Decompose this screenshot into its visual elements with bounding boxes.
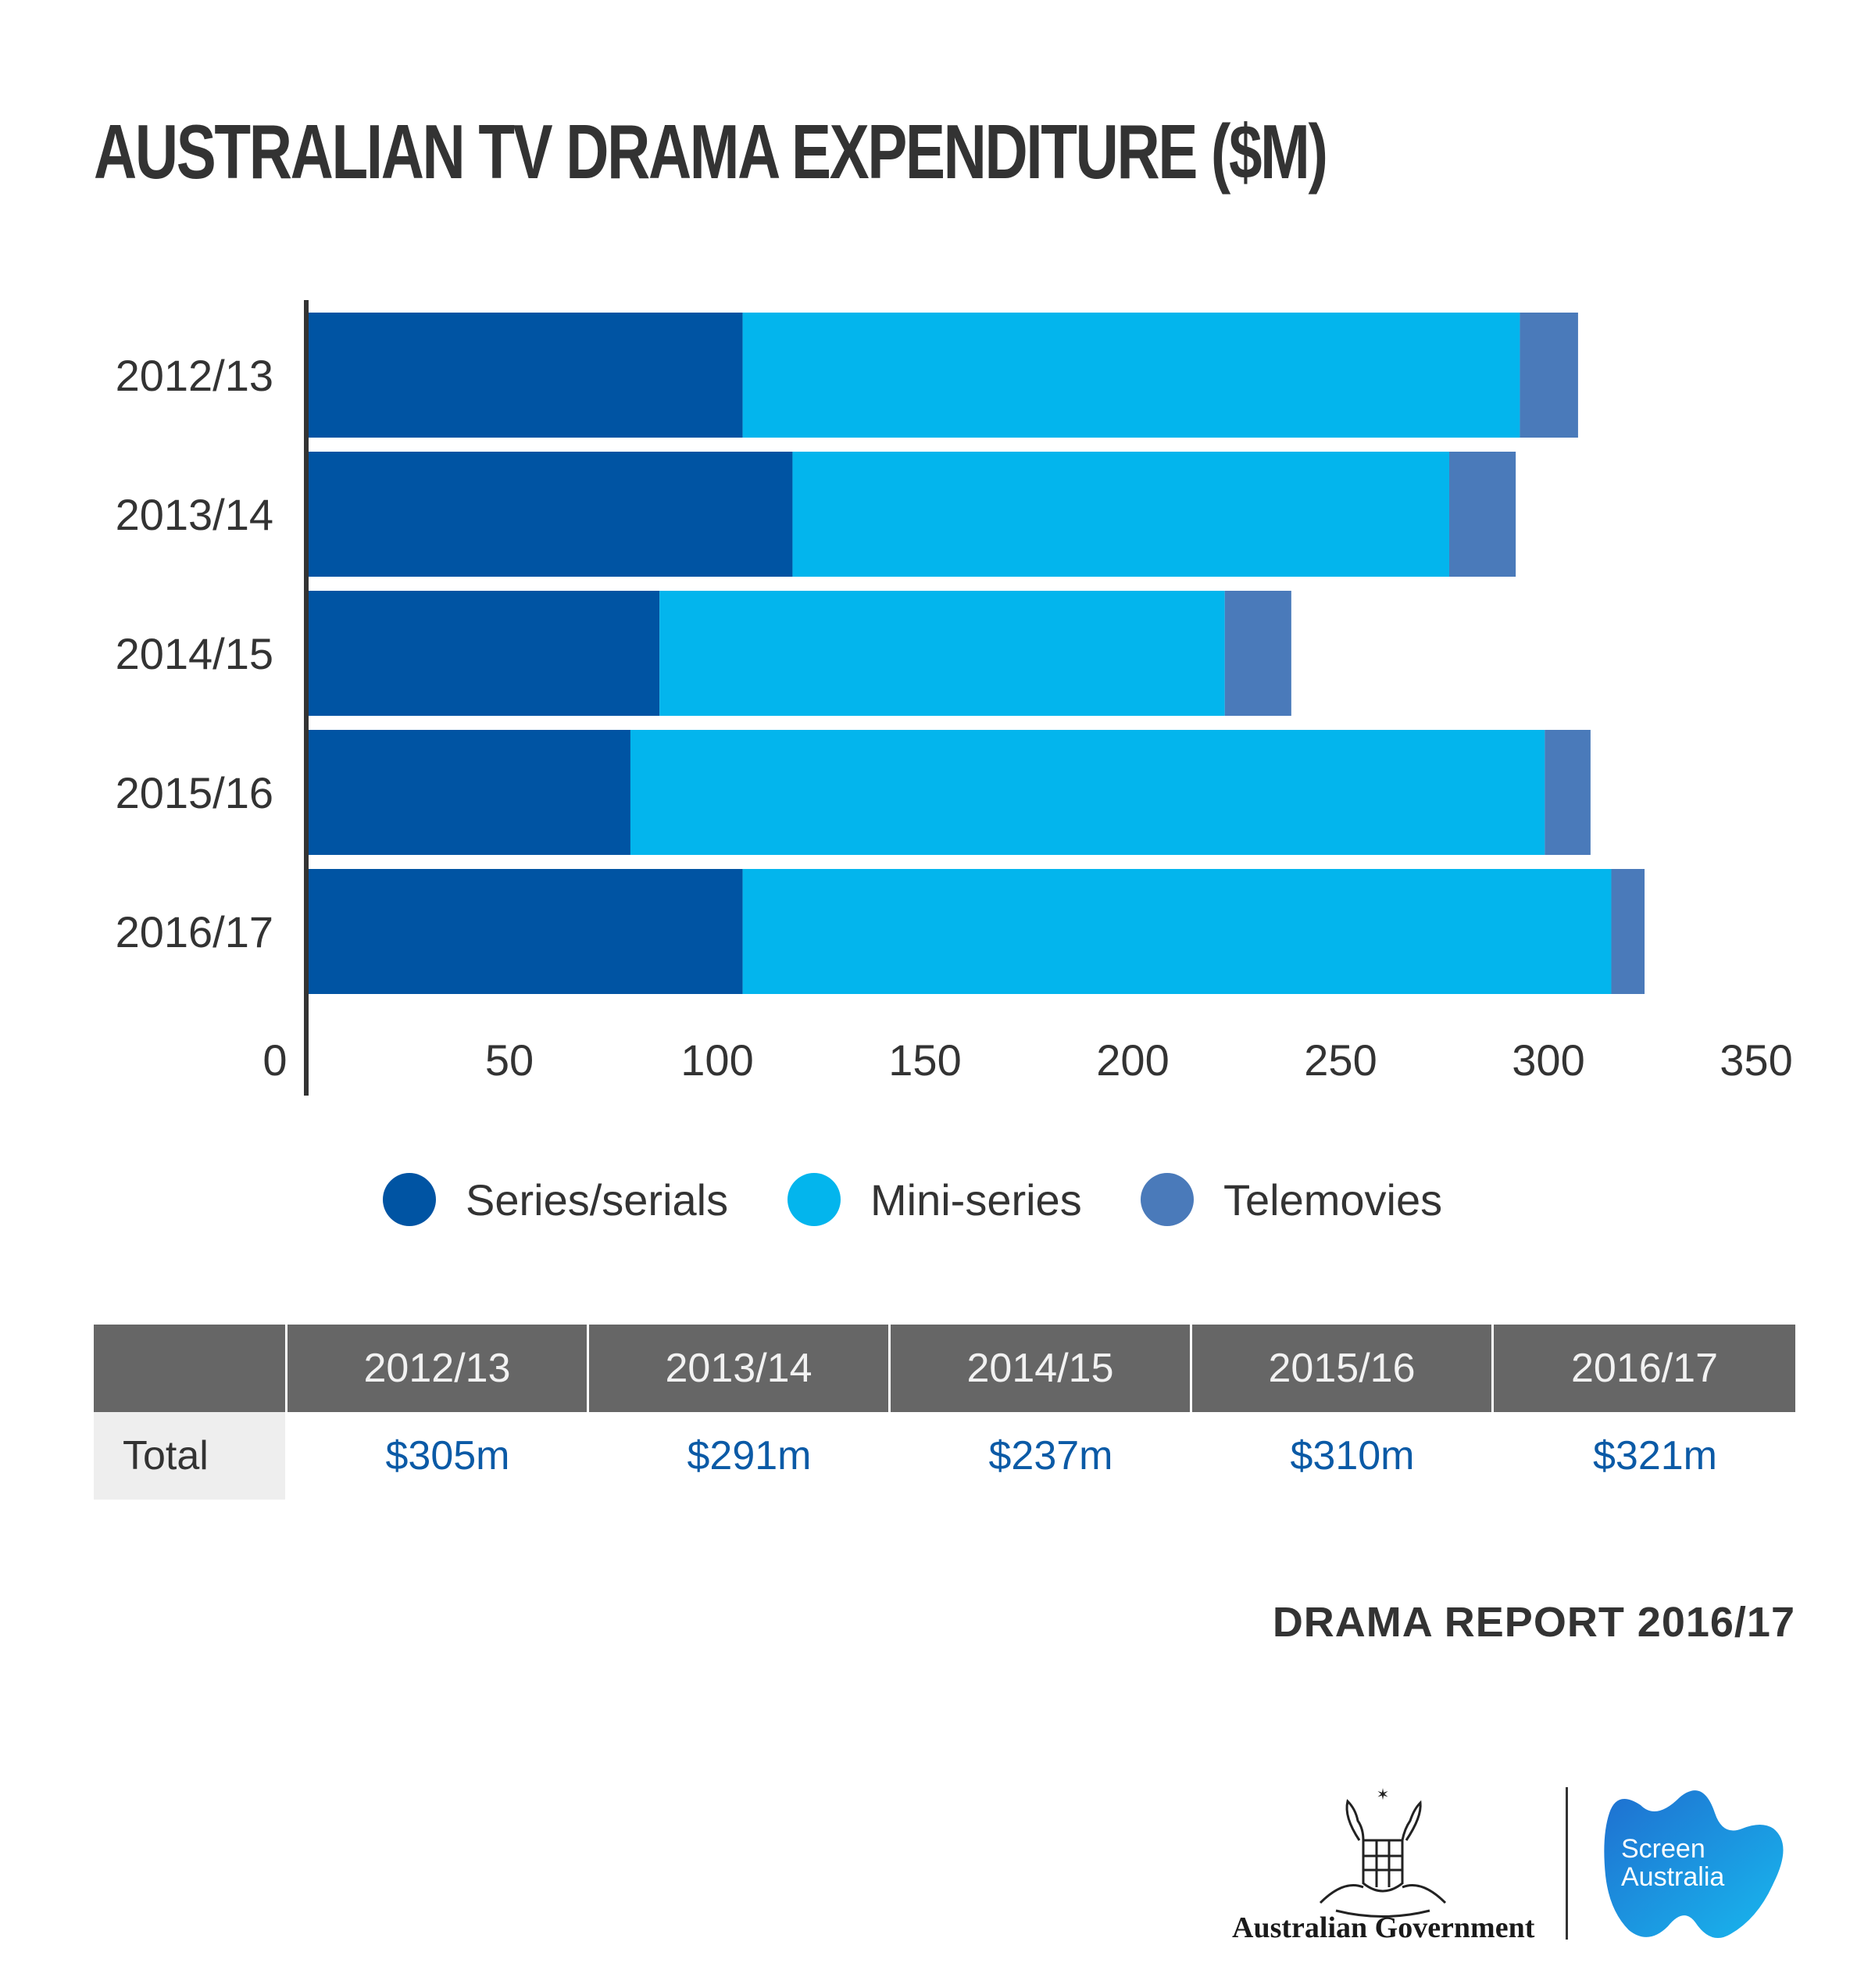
- legend-label: Series/serials: [466, 1175, 729, 1225]
- coat-of-arms-icon: ✶: [1319, 1786, 1447, 1918]
- totals-table: 2012/13 2013/14 2014/15 2015/16 2016/17 …: [94, 1325, 1795, 1500]
- chart-title: AUSTRALIAN TV DRAMA EXPENDITURE ($M): [94, 109, 1328, 195]
- header-cell: 2014/15: [888, 1325, 1190, 1412]
- category-label: 2014/15: [116, 629, 273, 678]
- category-label: 2016/17: [116, 907, 273, 956]
- header-cell: 2013/14: [587, 1325, 888, 1412]
- bar-segment-telemovies-2013-14: [1449, 452, 1516, 577]
- bars-group: [306, 313, 1645, 994]
- legend-label: Mini-series: [870, 1175, 1082, 1225]
- bar-segment-mini-series-2016-17: [742, 869, 1612, 994]
- total-value-cell: $310m: [1290, 1433, 1415, 1478]
- legend-item-series-serials: Series/serials: [383, 1168, 728, 1231]
- bar-segment-telemovies-2015-16: [1545, 730, 1591, 855]
- legend-item-telemovies: Telemovies: [1141, 1168, 1442, 1231]
- bar-segment-series-serials-2016-17: [306, 869, 743, 994]
- total-value-cell: $305m: [385, 1433, 510, 1478]
- category-label: 2012/13: [116, 351, 273, 400]
- row-label-total: Total: [94, 1412, 285, 1500]
- screen-australia-logo-icon: [1604, 1790, 1784, 1938]
- category-label: 2015/16: [116, 768, 273, 817]
- x-tick-label: 200: [1096, 1035, 1169, 1085]
- x-tick-label: 350: [1720, 1035, 1792, 1085]
- totals-value-row: Total $305m $291m $237m $310m $321m: [94, 1412, 1795, 1500]
- bar-segment-telemovies-2014-15: [1224, 591, 1291, 716]
- bar-segment-mini-series-2014-15: [659, 591, 1225, 716]
- totals-header-row: 2012/13 2013/14 2014/15 2015/16 2016/17: [94, 1325, 1795, 1412]
- category-labels: 2012/13 2013/14 2014/15 2015/16 2016/17: [116, 351, 273, 956]
- x-tick-label: 0: [262, 1035, 287, 1085]
- header-empty-cell: [94, 1325, 285, 1412]
- header-cell: 2016/17: [1491, 1325, 1795, 1412]
- total-value-cell: $321m: [1593, 1433, 1717, 1478]
- x-tick-label: 50: [485, 1035, 534, 1085]
- bar-segment-mini-series-2012-13: [742, 313, 1520, 438]
- bar-chart: 2012/13 2013/14 2014/15 2015/16 2016/17 0 50 1…: [116, 300, 1793, 1096]
- x-tick-label: 100: [680, 1035, 753, 1085]
- legend-label: Telemovies: [1223, 1175, 1443, 1225]
- source-label: DRAMA REPORT 2016/17: [1272, 1599, 1795, 1646]
- x-tick-label: 250: [1304, 1035, 1377, 1085]
- bar-segment-series-serials-2012-13: [306, 313, 743, 438]
- header-cell: 2015/16: [1190, 1325, 1491, 1412]
- bar-segment-telemovies-2016-17: [1611, 869, 1645, 994]
- legend-swatch-telemovies: [1141, 1173, 1194, 1226]
- x-tick-label: 150: [888, 1035, 961, 1085]
- legend: Series/serials Mini-series Telemovies: [0, 1168, 1875, 1231]
- bar-segment-series-serials-2014-15: [306, 591, 660, 716]
- legend-swatch-series-serials: [383, 1173, 436, 1226]
- header-cell: 2012/13: [285, 1325, 587, 1412]
- x-tick-label: 300: [1512, 1035, 1584, 1085]
- total-value-cell: $237m: [988, 1433, 1113, 1478]
- bar-segment-series-serials-2013-14: [306, 452, 793, 577]
- total-value-cell: $291m: [687, 1433, 812, 1478]
- x-tick-labels: 0 50 100 150 200 250 300 350: [262, 1035, 1792, 1085]
- logo-divider: [1566, 1787, 1568, 1940]
- legend-swatch-mini-series: [788, 1173, 841, 1226]
- bar-segment-telemovies-2012-13: [1520, 313, 1578, 438]
- government-wordmark: Australian Government: [1232, 1911, 1535, 1944]
- bar-segment-mini-series-2013-14: [792, 452, 1449, 577]
- legend-item-mini-series: Mini-series: [788, 1168, 1082, 1231]
- screen-australia-wordmark: Screen Australia: [1621, 1834, 1725, 1892]
- category-label: 2013/14: [116, 490, 273, 539]
- svg-text:✶: ✶: [1377, 1786, 1390, 1804]
- bar-segment-mini-series-2015-16: [630, 730, 1545, 855]
- bar-segment-series-serials-2015-16: [306, 730, 630, 855]
